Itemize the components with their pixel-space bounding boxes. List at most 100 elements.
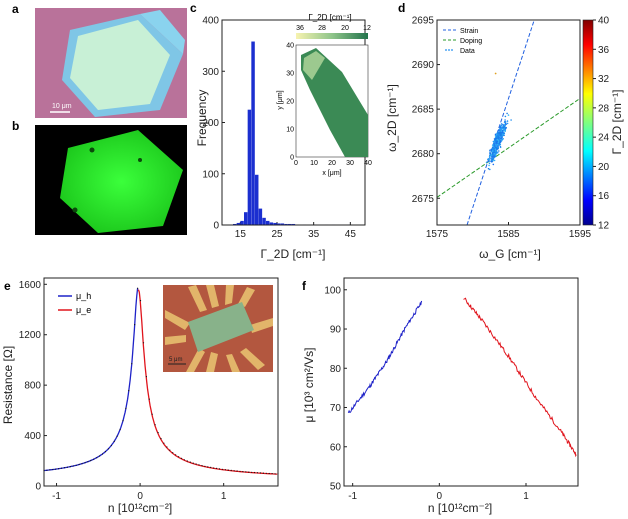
- panel-label-c: c: [190, 1, 197, 15]
- d-colorbar-label: Γ_2D [cm⁻¹]: [610, 90, 624, 155]
- d-point: [492, 148, 494, 151]
- d-point: [499, 127, 501, 130]
- f-ytick-label: 100: [324, 285, 341, 296]
- e-data-point: [55, 468, 57, 470]
- c-bar: [240, 220, 244, 225]
- e-data-point: [160, 438, 162, 440]
- c-xtick-label: 25: [271, 229, 283, 240]
- e-legend-electron: μ_e: [76, 305, 91, 315]
- c-ytick-label: 200: [202, 118, 219, 129]
- e-data-point: [163, 442, 165, 444]
- d-point: [489, 151, 491, 153]
- e-inset-device-image: 5 μm: [163, 285, 273, 372]
- e-data-point: [236, 470, 238, 472]
- e-data-point: [195, 463, 197, 465]
- e-data-point: [139, 300, 142, 302]
- panel-label-d: d: [398, 1, 405, 15]
- c-inset-xtick-label: 30: [346, 160, 354, 167]
- e-ytick-label: 0: [35, 482, 41, 493]
- c-bar: [258, 208, 263, 225]
- f-xtick-label: 1: [523, 491, 529, 502]
- c-inset-ytick-label: 40: [286, 43, 294, 50]
- c-bar: [277, 223, 281, 225]
- c-inset-cbar-tick: 20: [341, 25, 349, 32]
- c-inset-colorbar: [296, 33, 368, 39]
- f-xtick-label: 0: [437, 491, 443, 502]
- e-data-point: [230, 469, 232, 471]
- d-ytick-label: 2680: [412, 149, 435, 160]
- e-data-point: [242, 471, 244, 473]
- e-legend: μ_h μ_e: [58, 291, 91, 315]
- e-data-point: [204, 465, 206, 467]
- d-point: [492, 163, 495, 166]
- e-data-point: [186, 460, 188, 462]
- d-point: [497, 143, 499, 146]
- e-data-point: [60, 467, 63, 469]
- e-xtick-label: 1: [221, 491, 227, 502]
- d-point: [493, 140, 495, 143]
- e-data-point: [113, 440, 115, 442]
- d-point: [487, 167, 490, 170]
- e-data-point: [58, 468, 60, 470]
- d-point: [494, 72, 497, 75]
- d-point: [503, 128, 506, 130]
- d-point: [504, 130, 506, 133]
- e-data-point: [274, 473, 276, 475]
- e-data-point: [265, 472, 267, 474]
- e-data-point: [101, 453, 104, 455]
- d-point: [499, 143, 502, 146]
- d-legend-data: Data: [460, 48, 475, 55]
- e-data-point: [104, 451, 106, 453]
- d-ytick-label: 2690: [412, 60, 435, 71]
- f-electron-curve: [463, 297, 577, 458]
- e-data-point: [175, 454, 177, 456]
- e-xtick-label: 0: [137, 491, 143, 502]
- e-data-point: [119, 428, 121, 431]
- d-xtick-label: 1585: [497, 229, 520, 240]
- c-bar: [273, 222, 277, 225]
- e-xtick-label: -1: [52, 491, 61, 502]
- d-point: [497, 140, 500, 142]
- e-data-point: [169, 449, 171, 451]
- d-point: [504, 119, 506, 121]
- e-data-point: [259, 472, 261, 474]
- e-data-point: [271, 473, 273, 475]
- d-point: [494, 148, 497, 151]
- e-data-point: [49, 469, 51, 471]
- e-data-point: [75, 464, 77, 466]
- d-point: [496, 140, 498, 143]
- e-xlabel: n [10¹²cm⁻²]: [108, 501, 172, 515]
- e-data-point: [66, 466, 68, 468]
- c-bar: [251, 41, 255, 226]
- c-bar: [244, 212, 248, 225]
- d-legend-doping: Doping: [460, 38, 482, 45]
- d-point: [503, 125, 505, 127]
- c-ytick-label: 0: [213, 221, 219, 232]
- c-xtick-label: 15: [235, 229, 247, 240]
- c-inset-cbar-label: Γ_2D [cm⁻¹]: [308, 13, 351, 22]
- c-bar: [280, 223, 285, 225]
- d-point: [502, 132, 505, 135]
- d-colorbar: [582, 19, 594, 226]
- f-ytick-label: 70: [330, 403, 342, 414]
- e-data-point: [84, 462, 86, 464]
- c-inset-flake-edge: [303, 51, 325, 80]
- e-data-point: [46, 469, 48, 471]
- d-point: [495, 136, 498, 138]
- d-point: [506, 122, 509, 125]
- d-legend: Strain Doping Data: [443, 28, 482, 55]
- e-data-point: [81, 463, 83, 465]
- d-point: [501, 138, 503, 141]
- d-point: [499, 130, 501, 132]
- c-inset-ytick-label: 20: [286, 99, 294, 106]
- e-data-point: [239, 470, 241, 472]
- d-point: [510, 119, 512, 121]
- d-point: [489, 154, 491, 157]
- c-ytick-label: 100: [202, 169, 219, 180]
- e-data-point: [216, 467, 218, 469]
- d-point: [490, 149, 493, 151]
- d-point: [491, 145, 494, 147]
- c-inset-xtick-label: 10: [310, 160, 318, 167]
- e-data-point: [262, 472, 264, 474]
- d-point: [502, 123, 504, 126]
